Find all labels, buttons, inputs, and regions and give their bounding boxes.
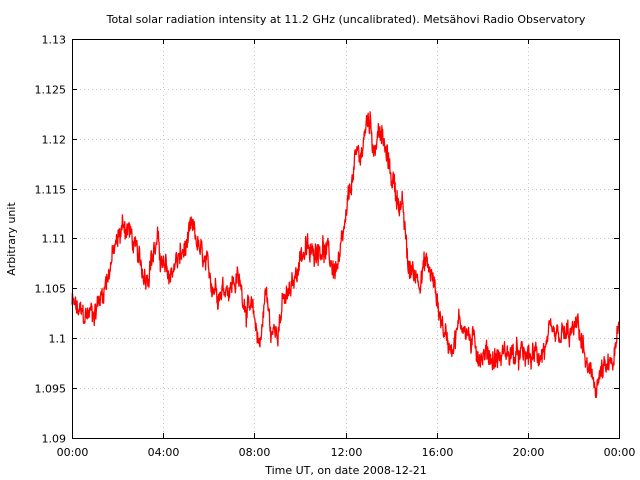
x-tick-label: 16:00 [422,446,454,459]
y-tick-label: 1.12 [42,134,67,147]
series-layer [71,111,620,398]
grid [72,39,619,438]
x-tick-label: 04:00 [148,446,180,459]
y-tick-label: 1.115 [35,184,67,197]
y-tick-label: 1.09 [42,433,67,446]
x-tick-labels: 00:00 04:00 08:00 12:00 16:00 20:00 00:00 [57,446,636,459]
y-tick-label: 1.125 [35,84,67,97]
x-tick-label: 20:00 [513,446,545,459]
x-tick-label: 12:00 [331,446,363,459]
x-tick-label: 00:00 [57,446,89,459]
y-axis-label: Arbitrary unit [5,202,18,276]
y-tick-label: 1.105 [35,283,67,296]
y-tick-label: 1.11 [42,233,67,246]
x-axis-label: Time UT, on date 2008-12-21 [264,464,427,477]
x-tick-label: 08:00 [239,446,271,459]
y-tick-label: 1.13 [42,34,67,47]
x-tick-label: 00:00 [604,446,636,459]
series-line [71,111,620,398]
chart-title: Total solar radiation intensity at 11.2 … [106,13,586,26]
y-tick-label: 1.1 [49,333,67,346]
y-tick-label: 1.095 [35,383,67,396]
axis-ticks [72,39,620,439]
y-tick-labels: 1.09 1.095 1.1 1.105 1.11 1.115 1.12 1.125 1.13 [35,34,67,446]
